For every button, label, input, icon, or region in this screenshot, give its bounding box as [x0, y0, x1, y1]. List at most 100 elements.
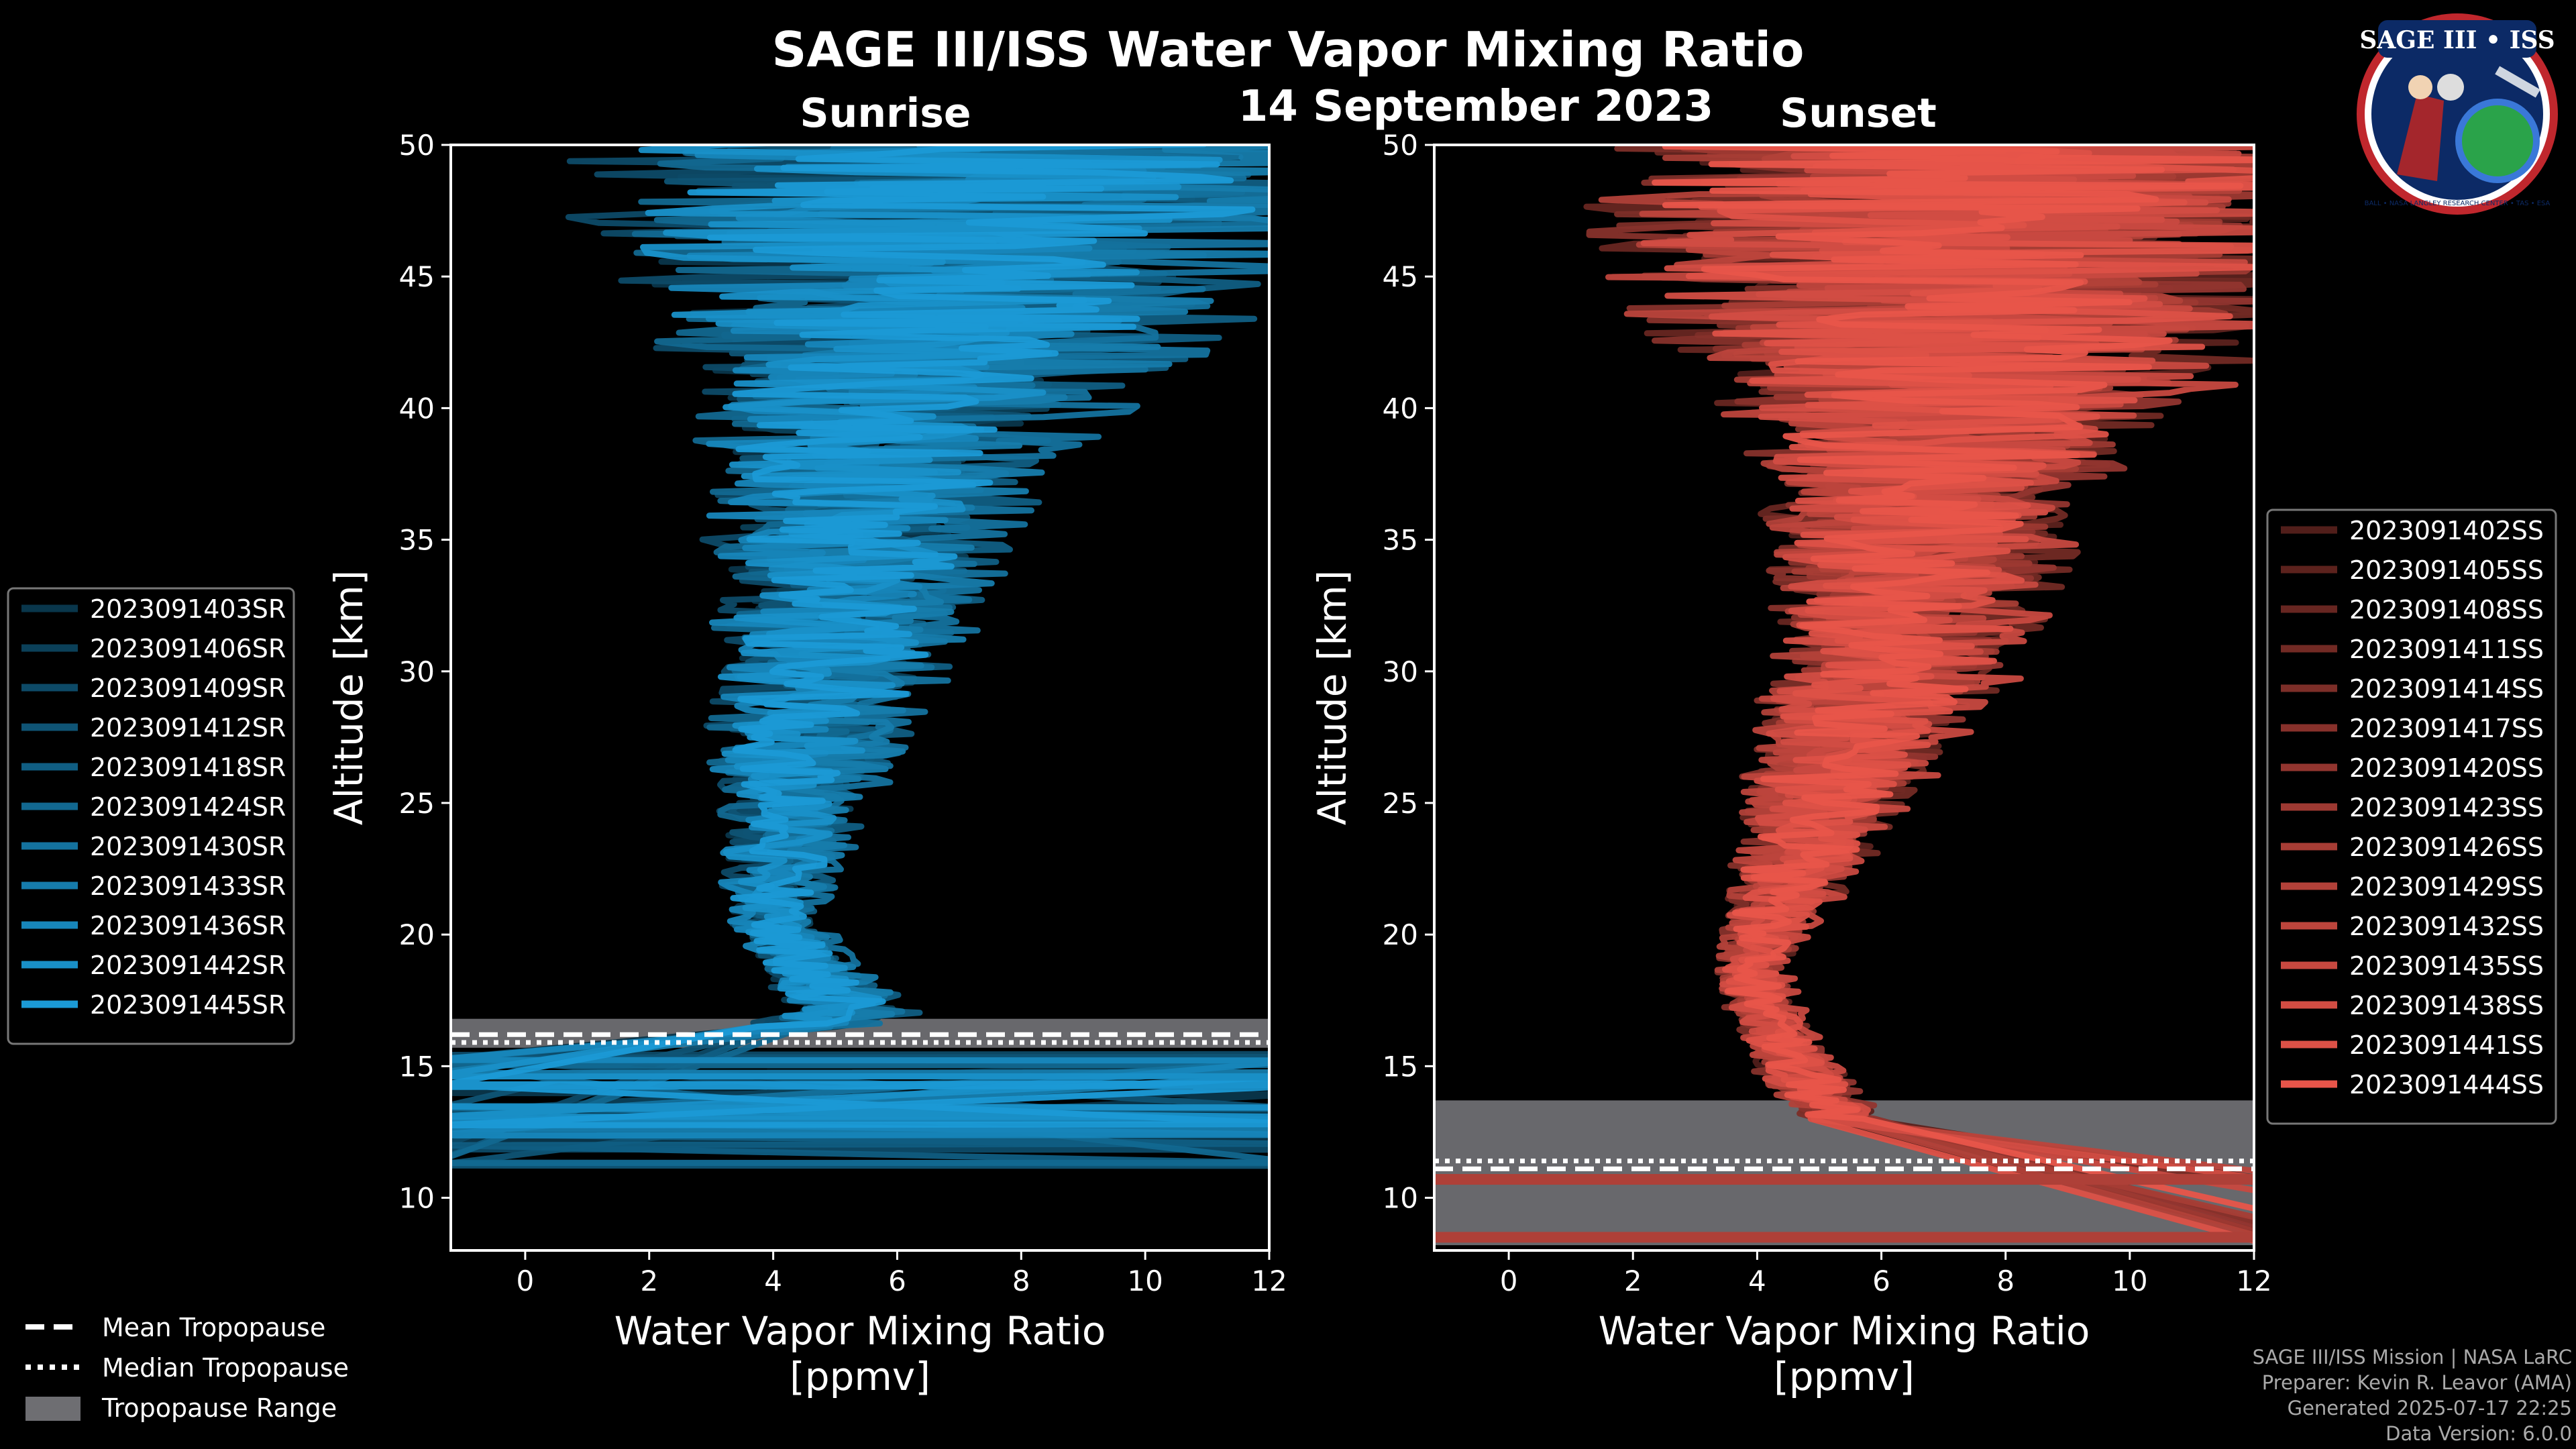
y-tick-label-10: 10 — [399, 1182, 435, 1215]
legend-range-swatch — [25, 1397, 80, 1421]
legend-mean-label: Mean Tropopause — [102, 1313, 325, 1342]
sunrise-legend: 2023091403SR 2023091406SR 2023091409SR 2023… — [7, 587, 295, 1045]
credits-mission: SAGE III/ISS Mission | NASA LaRC — [2252, 1346, 2572, 1368]
x-axis-label: Water Vapor Mixing Ratio [ppmv] — [1599, 1308, 2090, 1399]
figure-title: SAGE III/ISS Water Vapor Mixing Ratio — [771, 21, 1805, 78]
legend-label-2023091423SS: 2023091423SS — [2349, 793, 2544, 822]
sunset-chart: 0 2 4 6 8 10 12 10 15 20 25 30 35 40 45 50 Water Vapor M… — [1309, 129, 2272, 1399]
sunset-panel-label: Sunset — [1780, 90, 1937, 137]
x-axis-label-line: [ppmv] — [1774, 1354, 1915, 1399]
x-tick-label-8: 8 — [1996, 1265, 2015, 1297]
sunset-legend: 2023091402SS 2023091405SS 2023091408SS 2023… — [2266, 508, 2557, 1125]
legend-box — [7, 587, 295, 1045]
x-tick-label-10: 10 — [2112, 1265, 2147, 1297]
plot-frame — [1433, 144, 2255, 1252]
y-tick-label-30: 30 — [1383, 655, 1418, 688]
legend-label-2023091418SR: 2023091418SR — [90, 753, 286, 782]
legend-label-2023091430SR: 2023091430SR — [90, 832, 286, 861]
legend-label-2023091409SR: 2023091409SR — [90, 674, 286, 703]
low-level-profile-segment-0 — [1434, 1232, 2254, 1243]
credits-preparer: Preparer: Kevin R. Leavor (AMA) — [2261, 1371, 2572, 1394]
y-tick-label-35: 35 — [399, 524, 435, 557]
legend-label-2023091445SR: 2023091445SR — [90, 990, 286, 1020]
x-tick-label-2: 2 — [640, 1265, 658, 1297]
y-axis-label: Altitude [km] — [326, 570, 372, 825]
y-tick-label-45: 45 — [1383, 260, 1418, 293]
sage-iii-iss-logo: SAGE III • ISS BALL • NASA LANGLEY RESEA… — [2357, 13, 2558, 215]
legend-label-2023091411SS: 2023091411SS — [2349, 635, 2544, 664]
x-tick-label-6: 6 — [888, 1265, 906, 1297]
legend-label-2023091417SS: 2023091417SS — [2349, 714, 2544, 743]
x-tick-label-4: 4 — [1748, 1265, 1766, 1297]
legend-label-2023091414SS: 2023091414SS — [2349, 674, 2544, 704]
plot-area — [1434, 145, 2254, 1250]
legend-label-2023091412SR: 2023091412SR — [90, 713, 286, 743]
legend-label-2023091432SS: 2023091432SS — [2349, 912, 2544, 941]
legend-label-2023091442SR: 2023091442SR — [90, 951, 286, 980]
logo-earth — [2459, 102, 2536, 180]
legend-label-2023091402SS: 2023091402SS — [2349, 516, 2544, 545]
legend-box — [2266, 508, 2557, 1125]
logo-earth-limb — [2455, 99, 2540, 183]
logo-iss — [2495, 66, 2540, 98]
x-axis-label: Water Vapor Mixing Ratio [ppmv] — [614, 1308, 1106, 1399]
legend-label-2023091424SR: 2023091424SR — [90, 792, 286, 822]
legend-label-2023091438SS: 2023091438SS — [2349, 991, 2544, 1020]
y-tick-label-25: 25 — [399, 787, 435, 820]
sunrise-chart: 0 2 4 6 8 10 12 10 15 20 25 30 35 40 45 50 Water Vapor M… — [326, 129, 1287, 1399]
x-tick-label-0: 0 — [1500, 1265, 1518, 1297]
y-tick-label-25: 25 — [1383, 787, 1418, 820]
y-tick-label-35: 35 — [1383, 524, 1418, 557]
legend-label-2023091426SS: 2023091426SS — [2349, 833, 2544, 862]
legend-label-2023091406SR: 2023091406SR — [90, 634, 286, 663]
credits-block: SAGE III/ISS Mission | NASA LaRC Prepare… — [2253, 1344, 2572, 1446]
logo-figure — [2397, 94, 2444, 181]
x-axis-label-line: Water Vapor Mixing Ratio — [614, 1308, 1106, 1354]
legend-label-2023091403SR: 2023091403SR — [90, 594, 286, 624]
legend-label-2023091436SR: 2023091436SR — [90, 911, 286, 941]
legend-label-2023091429SS: 2023091429SS — [2349, 872, 2544, 902]
legend-label-2023091433SR: 2023091433SR — [90, 871, 286, 901]
plot-frame — [449, 144, 1271, 1252]
logo-text: SAGE III • ISS — [2359, 26, 2555, 54]
legend-label-2023091408SS: 2023091408SS — [2349, 595, 2544, 625]
x-axis-label-line: [ppmv] — [790, 1354, 930, 1399]
x-tick-label-12: 12 — [2236, 1265, 2271, 1297]
sunrise-panel-label: Sunrise — [800, 90, 971, 137]
y-tick-label-10: 10 — [1383, 1182, 1418, 1215]
x-tick-label-4: 4 — [764, 1265, 782, 1297]
figure-date: 14 September 2023 — [1238, 82, 1714, 131]
x-tick-label-0: 0 — [517, 1265, 535, 1297]
y-tick-label-50: 50 — [1383, 129, 1418, 162]
legend-label-2023091420SS: 2023091420SS — [2349, 753, 2544, 783]
y-tick-label-45: 45 — [399, 260, 435, 293]
x-tick-label-2: 2 — [1624, 1265, 1642, 1297]
y-tick-label-50: 50 — [399, 129, 435, 162]
y-tick-label-30: 30 — [399, 655, 435, 688]
legend-label-2023091441SS: 2023091441SS — [2349, 1030, 2544, 1060]
logo-moon — [2437, 74, 2464, 101]
logo-banner — [2378, 20, 2536, 58]
logo-figure-head — [2408, 75, 2432, 99]
legend-median-label: Median Tropopause — [102, 1353, 349, 1383]
y-axis-label: Altitude [km] — [1309, 570, 1355, 825]
x-tick-label-10: 10 — [1127, 1265, 1163, 1297]
legend-label-2023091405SS: 2023091405SS — [2349, 555, 2544, 585]
low-level-profile-segment-1 — [1434, 1174, 2254, 1185]
y-tick-label-40: 40 — [1383, 392, 1418, 425]
profile-line-2023091444SS — [1652, 145, 2254, 1212]
credits-version: Data Version: 6.0.0 — [2385, 1422, 2572, 1445]
y-tick-label-15: 15 — [399, 1050, 435, 1083]
x-tick-label-12: 12 — [1251, 1265, 1287, 1297]
logo-ring-text: BALL • NASA LANGLEY RESEARCH CENTER • TA… — [2365, 200, 2551, 207]
y-tick-label-20: 20 — [399, 918, 435, 951]
plot-area — [451, 145, 1269, 1250]
legend-range-label: Tropopause Range — [101, 1393, 337, 1423]
tropopause-legend: Mean Tropopause Median Tropopause Tropopau… — [25, 1313, 349, 1423]
y-tick-label-20: 20 — [1383, 918, 1418, 951]
legend-label-2023091444SS: 2023091444SS — [2349, 1070, 2544, 1099]
y-tick-label-15: 15 — [1383, 1050, 1418, 1083]
x-axis-label-line: Water Vapor Mixing Ratio — [1599, 1308, 2090, 1354]
credits-generated: Generated 2025-07-17 22:25 — [2287, 1397, 2572, 1419]
